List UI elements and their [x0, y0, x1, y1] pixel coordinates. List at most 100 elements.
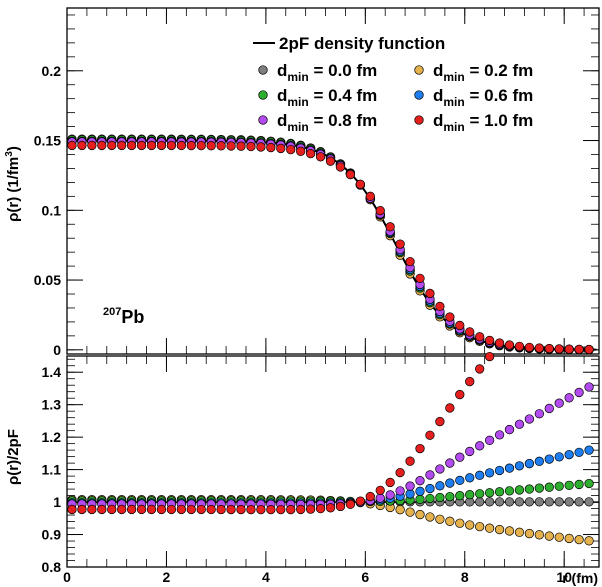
legend-entry: dmin = 0.6 fm	[433, 86, 533, 109]
ratio-point	[146, 504, 157, 515]
ratio-point	[534, 483, 544, 493]
ratio-point	[554, 452, 564, 462]
ratio-point	[584, 478, 594, 489]
legend-marker	[258, 90, 268, 100]
ratio-point	[435, 492, 445, 503]
data-point	[266, 142, 276, 153]
ratio-point	[425, 483, 435, 494]
ratio-point	[385, 490, 395, 500]
x-tick-label: 4	[262, 569, 270, 585]
data-point	[475, 332, 485, 342]
x-tick-label: 0	[63, 569, 71, 585]
ratio-point	[196, 504, 206, 515]
data-point	[504, 340, 515, 350]
ratio-point	[584, 536, 594, 546]
axis-labels: ρ(r) (1/fm3) ρ(r)/2pF r (fm) 207Pb	[4, 146, 598, 586]
ratio-point	[465, 376, 475, 387]
ratio-point	[514, 419, 525, 429]
ratio-point	[395, 467, 405, 478]
ratio-point	[365, 491, 375, 502]
ratio-point	[425, 430, 435, 440]
top-frame	[66, 7, 600, 355]
bottom-y-tick-label: 1.3	[42, 397, 62, 413]
ratio-point	[514, 497, 525, 507]
ratio-point	[77, 504, 87, 515]
data-point	[126, 140, 137, 151]
ratio-point	[574, 497, 584, 507]
ratio-point	[465, 520, 475, 530]
series-group	[67, 140, 594, 355]
top-y-tick-label: 0	[53, 342, 61, 358]
ratio-point	[455, 452, 465, 462]
ratio-point	[375, 493, 385, 503]
x-tick-label: 10	[556, 569, 572, 585]
ratio-point	[554, 481, 564, 491]
ratio-point	[465, 473, 475, 483]
ratio-point	[87, 504, 97, 515]
ratio-point	[584, 445, 594, 455]
top-y-axis-label: ρ(r) (1/fm3)	[4, 146, 22, 222]
bottom-y-tick-label: 0.9	[42, 527, 62, 543]
ratio-point	[554, 532, 564, 542]
ratio-point	[465, 446, 475, 457]
ratio-point	[97, 504, 107, 515]
series-group	[67, 135, 594, 355]
data-point	[554, 344, 564, 354]
ratio-point	[67, 504, 77, 515]
ratio-point	[554, 398, 564, 408]
ratio-point	[484, 468, 495, 478]
ratio-point	[166, 504, 177, 515]
ratio-point	[524, 458, 535, 469]
ratio-point	[494, 465, 505, 476]
ratio-point	[435, 464, 445, 474]
ratio-point	[564, 393, 574, 403]
ratio-point	[435, 514, 445, 524]
data-point	[87, 140, 97, 151]
ratio-point	[395, 505, 405, 515]
legend-entry: dmin = 1.0 fm	[433, 111, 533, 134]
ratio-point	[494, 430, 505, 440]
ratio-point	[475, 521, 485, 532]
data-point	[375, 205, 385, 216]
ratio-point	[494, 524, 505, 535]
nucleus-symbol: Pb	[121, 307, 144, 327]
data-point	[315, 152, 326, 162]
ratio-point	[405, 456, 415, 466]
ratio-point	[415, 476, 425, 486]
ratio-point	[544, 497, 554, 507]
ratio-point	[484, 351, 495, 362]
data-point	[166, 140, 177, 151]
ratio-point	[455, 491, 465, 501]
ratio-point	[564, 533, 574, 544]
data-point	[435, 301, 445, 312]
ratio-point	[355, 496, 365, 506]
ratio-point	[216, 504, 226, 515]
top-y-axis-label-main: ρ(r) (1/fm	[5, 157, 22, 222]
ratio-point	[564, 480, 574, 490]
legend-marker	[258, 115, 268, 125]
data-point	[355, 179, 365, 189]
data-point	[256, 142, 266, 152]
series-line-2pf	[67, 139, 597, 351]
ratio-point	[415, 486, 425, 496]
series-group	[67, 135, 594, 355]
ratio-point	[504, 463, 515, 473]
top-y-tick-label: 0.15	[34, 133, 61, 149]
data-point	[286, 144, 296, 155]
ratio-point	[315, 503, 326, 514]
data-point	[405, 256, 415, 267]
ratio-point	[445, 458, 455, 468]
data-point	[465, 327, 475, 337]
ratio-point	[564, 449, 574, 460]
data-point	[216, 141, 226, 151]
ratio-point	[435, 481, 445, 491]
ratio-point	[544, 482, 554, 492]
ratio-point	[435, 416, 445, 427]
data-point	[494, 338, 505, 348]
legend-marker	[414, 65, 424, 75]
ratio-point	[415, 443, 425, 454]
ratio-point	[524, 414, 535, 424]
ratio-point	[445, 403, 455, 413]
ratio-point	[574, 479, 584, 490]
